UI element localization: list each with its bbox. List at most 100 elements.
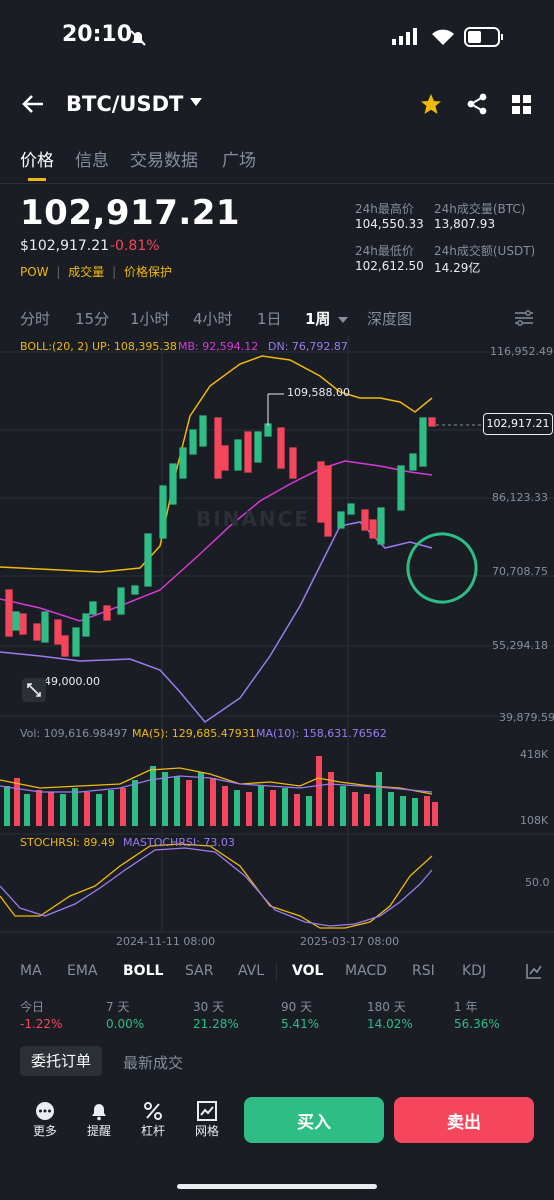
tag-pow[interactable]: POW <box>20 265 49 279</box>
indicator-kdj[interactable]: KDJ <box>462 963 487 979</box>
active-tab-indicator <box>28 178 46 181</box>
tab-open-orders[interactable]: 委托订单 <box>20 1046 102 1076</box>
tag-price-protection[interactable]: 价格保护 <box>123 265 172 279</box>
share-icon[interactable] <box>466 93 488 115</box>
more-label: 更多 <box>32 1124 57 1138</box>
star-icon[interactable] <box>420 93 442 115</box>
price-usd: $102,917.21 <box>20 238 110 254</box>
high-label: 24h最高价 <box>355 202 414 216</box>
indicator-ema[interactable]: EMA <box>67 963 98 979</box>
indicator-boll[interactable]: BOLL <box>123 963 164 979</box>
boll-mb: MB: 92,594.12 <box>178 340 259 353</box>
divider <box>276 963 277 981</box>
interval-1d[interactable]: 1日 <box>257 310 282 328</box>
vol-label: Vol: 109,616.98497 <box>20 727 128 740</box>
perf-label-30d: 30 天 <box>193 1000 225 1014</box>
low-label-mark: 49,000.00 <box>44 675 100 688</box>
alert-button[interactable]: 提醒 <box>79 1100 119 1139</box>
tag-volume[interactable]: 成交量 <box>68 265 105 279</box>
y-axis-4: 55,294.18 <box>492 639 548 652</box>
tab-info[interactable]: 信息 <box>75 151 109 171</box>
indicator-sar[interactable]: SAR <box>185 963 214 979</box>
indicator-ma[interactable]: MA <box>20 963 42 979</box>
last-price: 102,917.21 <box>20 193 241 233</box>
indicator-rsi[interactable]: RSI <box>412 963 435 979</box>
perf-label-7d: 7 天 <box>106 1000 130 1014</box>
interval-1h[interactable]: 1小时 <box>130 310 170 328</box>
perf-label-90d: 90 天 <box>281 1000 313 1014</box>
tab-price[interactable]: 价格 <box>20 151 54 171</box>
chart-settings-icon[interactable] <box>515 310 533 326</box>
ma10-label: MA(10): 158,631.76562 <box>256 727 387 740</box>
pair-selector[interactable]: BTC/USDT <box>66 92 184 116</box>
caret-down-icon[interactable] <box>190 98 202 108</box>
boll-up: UP: 108,395.38 <box>92 340 177 353</box>
date-label-1: 2024-11-11 08:00 <box>116 935 216 948</box>
vol-axis-top: 418K <box>520 748 549 761</box>
indicator-macd[interactable]: MACD <box>345 963 387 979</box>
mastoch-label: MASTOCHRSI: 73.03 <box>123 836 235 849</box>
ma5-label: MA(5): 129,685.47931 <box>132 727 256 740</box>
nav-bar: BTC/USDT <box>0 80 554 130</box>
grid-button[interactable]: 网格 <box>187 1100 227 1139</box>
price-change: -0.81% <box>110 238 160 254</box>
status-bar: 20:10 <box>0 0 554 76</box>
sell-button[interactable]: 卖出 <box>394 1097 534 1143</box>
perf-value-90d: 5.41% <box>281 1017 320 1031</box>
stoch-axis: 50.0 <box>525 876 550 889</box>
leverage-button[interactable]: 杠杆 <box>133 1100 173 1139</box>
interval-timeline[interactable]: 分时 <box>20 310 51 328</box>
tab-recent-trades[interactable]: 最新成交 <box>123 1054 184 1072</box>
expand-icon[interactable] <box>22 678 46 702</box>
divider <box>0 183 554 184</box>
bell-icon <box>92 1104 106 1121</box>
leverage-label: 杠杆 <box>140 1124 165 1138</box>
indicator-vol[interactable]: VOL <box>292 963 324 979</box>
bell-muted-icon <box>130 30 146 46</box>
high-value: 104,550.33 <box>355 217 424 231</box>
caret-down-icon[interactable] <box>338 317 348 324</box>
wifi-icon <box>432 29 454 45</box>
vol-usdt-value: 14.29亿 <box>434 261 481 275</box>
grid-trading-icon <box>197 1101 217 1121</box>
more-button[interactable]: 更多 <box>25 1100 65 1139</box>
tab-trading-data[interactable]: 交易数据 <box>130 151 198 171</box>
interval-depth[interactable]: 深度图 <box>367 310 413 328</box>
date-label-2: 2025-03-17 08:00 <box>300 935 400 948</box>
clock: 20:10 <box>62 22 133 47</box>
y-axis-1: 116,952.49 <box>490 345 553 358</box>
peak-label: 109,588.00 <box>287 386 350 399</box>
boll-label: BOLL:(20, 2) <box>20 340 89 353</box>
interval-1w[interactable]: 1周 <box>305 310 331 328</box>
indicator-settings-icon[interactable] <box>526 963 542 979</box>
home-indicator <box>177 1184 377 1189</box>
interval-4h[interactable]: 4小时 <box>193 310 233 328</box>
perf-label-1y: 1 年 <box>454 1000 478 1014</box>
y-axis-5: 39,879.59 <box>499 711 554 724</box>
main-tabs: 价格 信息 交易数据 广场 <box>0 142 554 182</box>
vol-usdt-label: 24h成交额(USDT) <box>434 244 536 258</box>
indicator-avl[interactable]: AVL <box>238 963 265 979</box>
low-value: 102,612.50 <box>355 259 424 273</box>
vol-axis-bot: 108K <box>520 814 549 827</box>
interval-15m[interactable]: 15分 <box>75 310 110 328</box>
back-arrow-icon[interactable] <box>22 94 44 114</box>
battery-icon <box>464 27 503 47</box>
more-icon <box>36 1102 54 1120</box>
candlestick-chart[interactable] <box>0 336 554 948</box>
low-label: 24h最低价 <box>355 244 414 258</box>
vol-btc-value: 13,807.93 <box>434 217 496 231</box>
tag-row: POW | 成交量 | 价格保护 <box>20 265 172 279</box>
grid-label: 网格 <box>194 1124 219 1138</box>
indicator-bar: MA EMA BOLL SAR AVL VOL MACD RSI KDJ <box>0 957 554 987</box>
perf-value-30d: 21.28% <box>193 1017 239 1031</box>
tab-square[interactable]: 广场 <box>222 151 256 171</box>
buy-button[interactable]: 买入 <box>244 1097 384 1143</box>
alert-label: 提醒 <box>86 1124 111 1138</box>
perf-label-180d: 180 天 <box>367 1000 406 1014</box>
percent-icon <box>144 1102 162 1120</box>
signal-icon <box>392 28 417 45</box>
y-axis-2: 86,123.33 <box>492 491 548 504</box>
y-axis-3: 70,708.75 <box>492 565 548 578</box>
grid-menu-icon[interactable] <box>512 95 532 115</box>
